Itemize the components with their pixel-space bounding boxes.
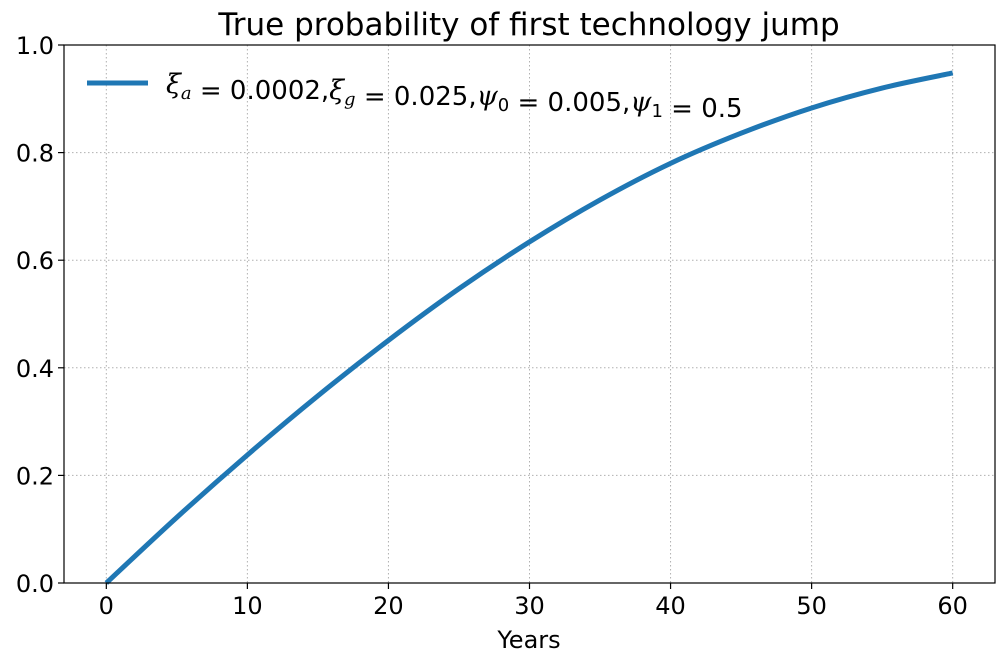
x-tick-label: 50 <box>796 592 827 620</box>
legend-text-part: 1 <box>651 101 662 122</box>
grid-lines <box>64 44 995 584</box>
x-tick-label: 30 <box>514 592 545 620</box>
x-tick-label: 10 <box>232 592 263 620</box>
x-tick-label: 40 <box>655 592 686 620</box>
legend-text-part: g <box>344 89 356 110</box>
y-tick-label: 0.4 <box>16 355 54 383</box>
y-axis-ticks: 0.0 0.2 0.4 0.6 0.8 1.0 <box>16 32 64 598</box>
series-line <box>104 70 954 585</box>
chart-title: True probability of first technology jum… <box>217 7 839 43</box>
legend-text-part: = 0.025, <box>356 82 477 112</box>
series-lines <box>104 70 954 585</box>
legend-text-part: a <box>181 83 192 104</box>
legend-text-part: 0 <box>498 95 509 116</box>
legend-text-part: ξ <box>329 75 345 106</box>
legend-text-part: ψ <box>630 87 652 118</box>
legend-text-part: = 0.0002, <box>192 76 330 106</box>
y-tick-label: 0.6 <box>16 247 54 275</box>
legend-text-part: = 0.005, <box>509 88 630 118</box>
y-tick-label: 1.0 <box>16 32 54 60</box>
legend: ξa = 0.0002,ξg = 0.025,ψ0 = 0.005,ψ1 = 0… <box>87 69 743 124</box>
legend-text-part: = 0.5 <box>663 94 743 124</box>
x-tick-label: 60 <box>937 592 968 620</box>
legend-text-part: ψ <box>477 81 499 112</box>
legend-entry-label: ξa = 0.0002,ξg = 0.025,ψ0 = 0.005,ψ1 = 0… <box>166 69 743 124</box>
y-tick-label: 0.8 <box>16 140 54 168</box>
legend-text-part: ξ <box>166 69 182 100</box>
x-axis-label: Years <box>496 626 560 654</box>
x-tick-label: 20 <box>373 592 404 620</box>
x-axis-ticks: 0 10 20 30 40 50 60 <box>99 583 968 620</box>
x-tick-label: 0 <box>99 592 114 620</box>
y-tick-label: 0.0 <box>16 570 54 598</box>
y-tick-label: 0.2 <box>16 462 54 490</box>
